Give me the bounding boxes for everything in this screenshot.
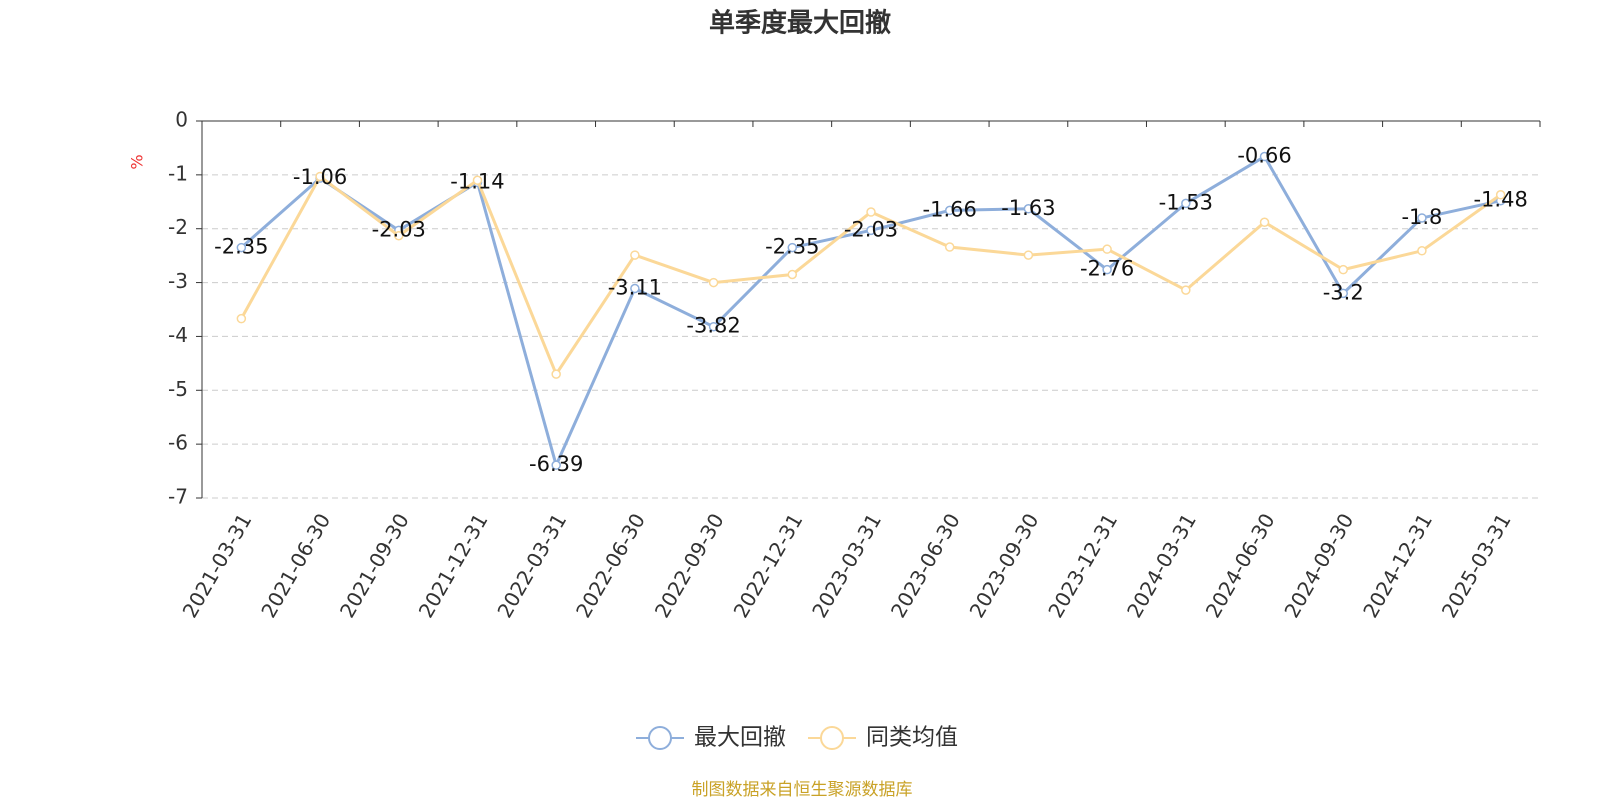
data-label: -2.35 bbox=[765, 235, 819, 259]
y-tick-label: -3 bbox=[168, 269, 188, 293]
data-point bbox=[472, 175, 483, 185]
data-point bbox=[787, 242, 798, 253]
data-label: -0.66 bbox=[1237, 144, 1291, 168]
data-label: -2.03 bbox=[844, 217, 898, 241]
x-tick-label: 2025-03-31 bbox=[1437, 509, 1516, 622]
legend-label: 同类均值 bbox=[866, 725, 958, 751]
data-label: -1.53 bbox=[1159, 190, 1213, 214]
data-point bbox=[1417, 246, 1427, 256]
x-tick-label: 2023-06-30 bbox=[886, 509, 965, 622]
data-point bbox=[236, 313, 247, 324]
data-point bbox=[1181, 198, 1191, 209]
y-tick-label: -7 bbox=[168, 485, 188, 509]
data-point bbox=[866, 225, 876, 236]
y-tick-label: -1 bbox=[168, 161, 188, 185]
y-tick-label: -5 bbox=[168, 377, 188, 401]
data-point bbox=[1495, 190, 1506, 200]
x-tick-label: 2022-12-31 bbox=[728, 509, 807, 622]
data-point bbox=[236, 242, 247, 253]
data-label: -1.63 bbox=[1001, 196, 1055, 220]
data-point bbox=[315, 171, 325, 182]
x-tick-label: 2021-12-31 bbox=[414, 509, 493, 622]
data-point bbox=[551, 460, 561, 470]
x-tick-label: 2022-09-30 bbox=[650, 509, 729, 622]
x-tick-label: 2023-03-31 bbox=[807, 509, 886, 622]
data-label: -1.48 bbox=[1473, 188, 1527, 212]
data-point bbox=[1259, 151, 1270, 162]
source-note: 制图数据来自恒生聚源数据库 bbox=[692, 780, 913, 800]
x-tick-label: 2022-03-31 bbox=[492, 509, 571, 622]
data-point bbox=[708, 321, 719, 332]
legend-marker bbox=[648, 726, 672, 750]
data-point bbox=[1023, 204, 1034, 214]
data-label: -1.66 bbox=[923, 197, 977, 221]
x-tick-label: 2023-09-30 bbox=[965, 509, 1044, 622]
data-point bbox=[1338, 264, 1348, 275]
data-label: -6.39 bbox=[529, 452, 583, 476]
y-tick-label: 0 bbox=[175, 108, 188, 132]
chart-title: 单季度最大回撤 bbox=[709, 8, 891, 39]
x-tick-label: 2023-12-31 bbox=[1043, 509, 1122, 622]
legend-label: 最大回撤 bbox=[694, 725, 786, 751]
data-label: -3.11 bbox=[608, 275, 662, 299]
legend-marker bbox=[820, 726, 844, 750]
data-point bbox=[1102, 244, 1112, 254]
data-label: -3.2 bbox=[1323, 280, 1364, 304]
data-point bbox=[1338, 288, 1348, 299]
data-point bbox=[787, 269, 798, 280]
x-tick-label: 2024-03-31 bbox=[1122, 509, 1201, 622]
data-label: -1.14 bbox=[450, 169, 504, 193]
x-tick-label: 2024-06-30 bbox=[1201, 509, 1280, 622]
x-tick-label: 2021-06-30 bbox=[256, 509, 335, 622]
data-point bbox=[1417, 213, 1427, 223]
data-point bbox=[1181, 285, 1191, 295]
x-tick-label: 2022-06-30 bbox=[571, 509, 650, 622]
series-line bbox=[240, 154, 1501, 470]
data-point bbox=[944, 205, 955, 216]
data-point bbox=[1023, 250, 1034, 260]
y-tick-label: -2 bbox=[168, 215, 188, 239]
data-point bbox=[944, 242, 955, 252]
data-point bbox=[1102, 264, 1112, 275]
data-label: -3.82 bbox=[686, 314, 740, 338]
x-tick-label: 2021-03-31 bbox=[178, 509, 257, 622]
data-point bbox=[866, 207, 876, 217]
data-label: -2.03 bbox=[372, 217, 426, 241]
data-point bbox=[630, 250, 640, 260]
data-label: -2.76 bbox=[1080, 257, 1134, 281]
y-unit: % bbox=[128, 154, 147, 169]
data-point bbox=[394, 230, 404, 241]
y-tick-label: -4 bbox=[168, 323, 188, 347]
y-tick-label: -6 bbox=[168, 431, 188, 455]
data-point bbox=[1259, 217, 1270, 228]
series-line bbox=[240, 174, 1502, 378]
x-tick-label: 2021-09-30 bbox=[335, 509, 414, 622]
data-label: -1.8 bbox=[1401, 205, 1442, 229]
x-tick-label: 2024-12-31 bbox=[1358, 509, 1437, 622]
data-point bbox=[630, 283, 640, 294]
x-tick-label: 2024-09-30 bbox=[1279, 509, 1358, 622]
data-label: -2.35 bbox=[214, 235, 268, 259]
data-point bbox=[708, 277, 719, 288]
data-label: -1.06 bbox=[293, 165, 347, 189]
data-point bbox=[551, 369, 561, 379]
